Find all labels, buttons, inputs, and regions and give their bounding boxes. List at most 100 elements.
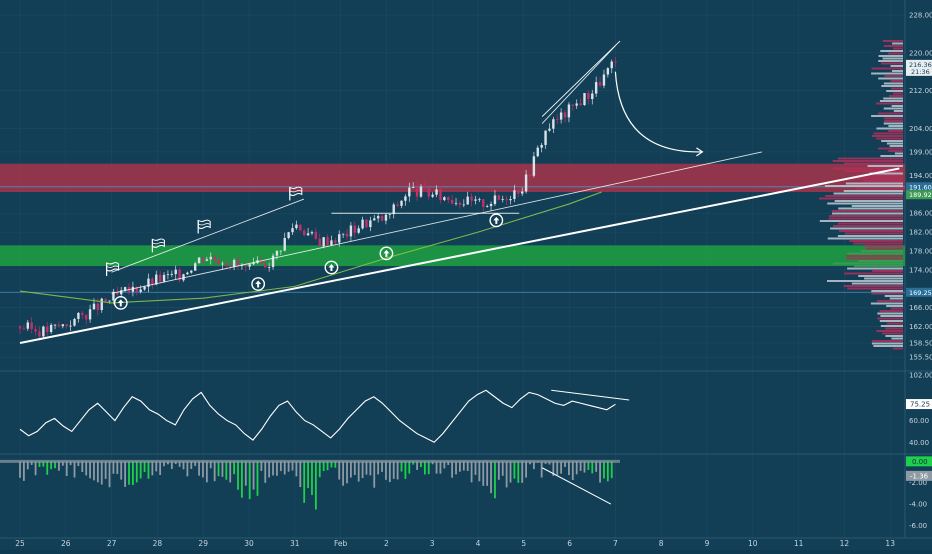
volume-profile-bar [880, 62, 903, 65]
candle-body [556, 119, 559, 120]
histogram-tick-label: -2.00 [909, 479, 927, 487]
up-arrow-circle [379, 246, 394, 261]
candle-body [264, 263, 267, 268]
volume-profile-bar [881, 140, 903, 142]
candle-body [306, 233, 310, 236]
histogram-bar [525, 461, 527, 478]
histogram-bar [159, 461, 162, 476]
histogram-bar [93, 461, 95, 481]
volume-profile-bar [876, 137, 903, 140]
time-axis: 25 26 27 28 29 30 31 Feb 2 3 4 5 6 7 8 9 10 11 12 13 [15, 539, 895, 548]
candle-body [392, 204, 395, 215]
price-axis: 228.00 220.00 212.00 204.00 199.00 194.00 186.… [906, 12, 932, 530]
time-tick-label: 27 [107, 539, 117, 548]
volume-profile-bar [882, 57, 903, 60]
flag-stripe [106, 265, 119, 268]
histogram-bar [505, 461, 508, 488]
volume-profile-bar [883, 97, 903, 100]
candle-body [155, 274, 158, 285]
candle-body [552, 119, 555, 129]
candle-body [536, 147, 539, 157]
volume-profile-bar [894, 152, 903, 155]
time-tick-label: 11 [794, 539, 804, 548]
candle-body [88, 309, 92, 320]
histogram-bar [501, 461, 504, 476]
volume-profile-bar [858, 275, 903, 277]
histogram-bar [34, 461, 37, 476]
candle-body [221, 263, 224, 265]
volume-profile-bar [844, 162, 903, 165]
histogram-zero-value: 0.00 [912, 458, 928, 466]
volume-profile-bar [879, 320, 903, 322]
histogram-bar [108, 461, 111, 488]
histogram-bar [342, 461, 345, 486]
candle-body [295, 224, 298, 229]
histogram-bar [311, 461, 313, 495]
histogram-bar [447, 461, 450, 466]
volume-profile-bar [876, 330, 903, 332]
volume-profile-bar [843, 190, 903, 192]
histogram-bar [361, 461, 364, 478]
histogram-bar [470, 461, 473, 483]
flag-icon [289, 186, 303, 201]
volume-profile-bar [885, 327, 903, 330]
histogram-bar [100, 461, 103, 485]
candle-body [482, 199, 485, 207]
volume-profile-bar [871, 135, 903, 137]
volume-profile-bar [830, 227, 903, 230]
histogram-bar [497, 461, 500, 480]
volume-profile-bar [876, 300, 903, 302]
volume-profile [818, 40, 903, 350]
histogram-bar [404, 461, 407, 479]
candle-body [435, 189, 438, 195]
candle-body [96, 303, 100, 311]
rsi-last-badge [906, 399, 932, 410]
candle-body [443, 197, 446, 201]
histogram-bar [131, 461, 134, 485]
candle-body [38, 331, 41, 337]
candle-body [478, 199, 481, 201]
candle-body [283, 238, 286, 251]
trendline [541, 45, 616, 124]
volume-profile-bar [871, 72, 903, 75]
rsi-divergence-line [551, 389, 630, 401]
candle-body [489, 203, 493, 207]
candle-body [314, 232, 318, 239]
candle-body [232, 259, 236, 267]
rsi-tick-label: 40.00 [909, 439, 929, 447]
candle-body [357, 228, 360, 233]
histogram-bar [427, 461, 430, 475]
volume-profile-bar [845, 255, 903, 257]
volume-profile-bar [891, 307, 903, 310]
histogram-bar [81, 461, 84, 472]
histogram-bar [213, 461, 216, 482]
price-tick-label: 162.00 [909, 323, 932, 331]
histogram-bar [334, 461, 337, 468]
candle-body [365, 219, 368, 228]
histogram-bar [303, 461, 306, 503]
volume-profile-bar [851, 205, 903, 207]
volume-profile-bar [839, 230, 903, 232]
volume-profile-bar [877, 147, 903, 150]
histogram-bar [377, 461, 380, 475]
volume-profile-bar [880, 315, 903, 317]
histogram-bar [326, 461, 329, 471]
price-tick-label: 186.00 [909, 210, 932, 218]
candle-body [458, 202, 462, 205]
volume-profile-bar [845, 170, 903, 172]
flag-stripe [152, 242, 165, 245]
volume-profile-bar [891, 87, 903, 90]
histogram-bar [532, 461, 535, 470]
candle-body [271, 255, 275, 268]
candle-body [65, 324, 68, 326]
histogram-bar [338, 461, 341, 480]
volume-profile-bar [886, 90, 903, 92]
volume-profile-bar [880, 325, 903, 327]
candle-body [120, 290, 123, 295]
time-tick-label: 7 [613, 539, 618, 548]
volume-profile-bar [885, 335, 903, 337]
candle-body [447, 197, 450, 201]
histogram-bar [579, 461, 582, 471]
volume-profile-bar [827, 202, 903, 205]
